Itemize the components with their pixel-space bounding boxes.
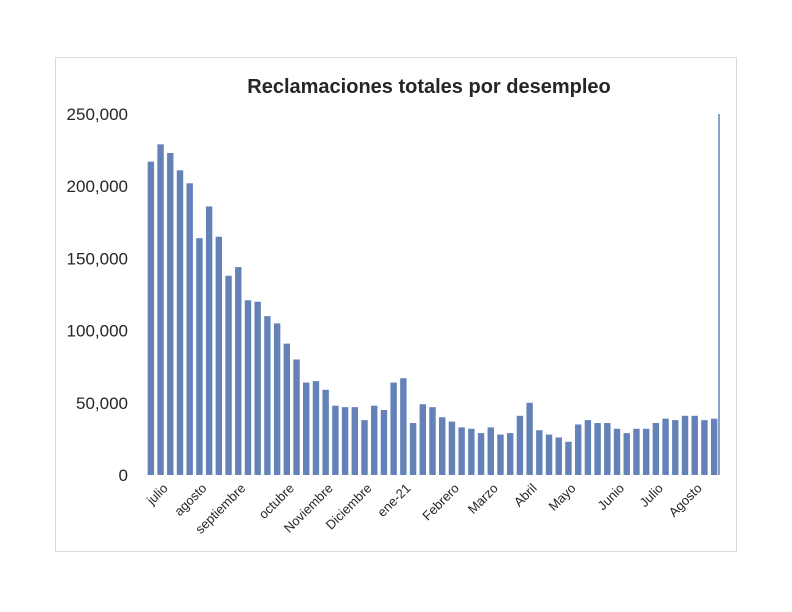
bar	[662, 418, 669, 475]
chart-area: Reclamaciones totales por desempleo 0 50,…	[55, 57, 737, 552]
x-tick-label: Abril	[511, 480, 540, 509]
bar	[652, 423, 660, 475]
y-tick-label: 150,000	[67, 249, 128, 268]
bar	[623, 433, 630, 475]
bar	[574, 424, 582, 475]
y-tick-label: 0	[119, 466, 128, 485]
bar	[536, 430, 543, 475]
x-tick-label: Junio	[595, 481, 628, 514]
bar	[448, 421, 456, 475]
bar	[419, 404, 426, 475]
bar	[604, 423, 611, 475]
bar	[565, 441, 572, 475]
bar	[487, 427, 494, 475]
bars	[147, 144, 718, 476]
bar	[264, 316, 271, 475]
chart-title: Reclamaciones totales por desempleo	[247, 76, 610, 98]
bar	[147, 161, 155, 475]
y-axis-ticks: 0 50,000 100,000 150,000 200,000 250,000	[67, 105, 128, 485]
bar	[468, 428, 475, 475]
bar	[244, 300, 252, 475]
bar	[526, 402, 533, 475]
bar	[633, 428, 640, 475]
x-tick-label: Agosto	[666, 481, 705, 520]
x-tick-label: ene-21	[374, 481, 413, 520]
bar	[186, 183, 193, 475]
bar-chart: Reclamaciones totales por desempleo 0 50,…	[67, 76, 720, 537]
bar	[205, 206, 213, 476]
bar	[215, 236, 223, 475]
bar	[497, 434, 504, 475]
bar	[691, 415, 698, 475]
bar	[710, 418, 718, 475]
bar	[516, 415, 524, 475]
bar	[332, 405, 339, 475]
x-tick-label: Julio	[636, 481, 666, 511]
bar	[506, 433, 514, 475]
bar	[303, 382, 310, 475]
bar	[380, 410, 388, 475]
x-tick-label: Marzo	[465, 481, 501, 517]
bar	[322, 389, 329, 475]
bar	[584, 420, 592, 475]
bar	[293, 359, 300, 475]
bar	[409, 423, 417, 475]
x-tick-label: julio	[143, 481, 171, 509]
bar	[283, 343, 291, 475]
y-tick-label: 250,000	[67, 105, 128, 124]
bar	[351, 407, 359, 475]
bar	[681, 415, 689, 475]
bar	[555, 437, 562, 475]
bar	[167, 152, 174, 475]
bar	[477, 433, 485, 475]
bar	[312, 381, 320, 475]
x-tick-label: Mayo	[545, 481, 578, 514]
bar	[439, 417, 446, 475]
bar	[196, 238, 203, 475]
bar	[176, 170, 184, 475]
bar	[400, 378, 407, 475]
bar	[361, 420, 368, 475]
bar	[672, 420, 679, 475]
y-tick-label: 200,000	[67, 177, 128, 196]
bar	[613, 428, 621, 475]
bar	[594, 423, 601, 475]
bar	[429, 407, 436, 475]
bar	[390, 382, 397, 475]
bar	[273, 323, 281, 475]
bar	[458, 427, 465, 475]
bar	[225, 275, 232, 475]
bar	[254, 301, 261, 475]
bar	[341, 407, 349, 475]
bar	[157, 144, 164, 475]
x-tick-label: Febrero	[419, 481, 462, 524]
bar	[642, 428, 650, 475]
y-tick-label: 100,000	[67, 322, 128, 341]
y-tick-label: 50,000	[76, 394, 128, 413]
x-tick-label: agosto	[171, 481, 209, 519]
bar	[235, 267, 242, 475]
bar	[371, 405, 378, 475]
bar	[545, 434, 553, 475]
bar	[701, 420, 708, 475]
